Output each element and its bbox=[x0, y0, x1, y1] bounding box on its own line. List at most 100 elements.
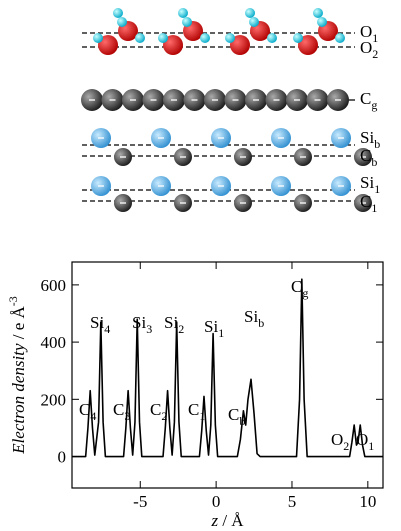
label-sub: b bbox=[374, 137, 380, 151]
label-sub: 2 bbox=[343, 439, 349, 453]
label-main: Si bbox=[360, 173, 374, 192]
label-sub: 2 bbox=[161, 409, 167, 423]
label-sub: 1 bbox=[199, 409, 205, 423]
h-atom bbox=[245, 8, 255, 18]
layer-label: C1 bbox=[360, 192, 377, 215]
x-tick-label: 5 bbox=[288, 492, 297, 511]
h-atom bbox=[200, 33, 210, 43]
y-tick-label: 600 bbox=[41, 276, 67, 295]
layer-label: O2 bbox=[360, 38, 378, 61]
y-label-sup: -3 bbox=[6, 296, 20, 306]
h-atom bbox=[178, 8, 188, 18]
peak-label: C2 bbox=[150, 400, 167, 423]
peak-label: C3 bbox=[113, 400, 130, 423]
label-sub: 1 bbox=[371, 201, 377, 215]
layer-label: Si1 bbox=[360, 173, 380, 196]
label-sub: g bbox=[302, 286, 308, 300]
label-main: C bbox=[188, 400, 199, 419]
peak-label: Si4 bbox=[90, 313, 110, 336]
label-main: O bbox=[360, 38, 372, 57]
layer-label: Sib bbox=[360, 128, 380, 151]
label-sub: 1 bbox=[218, 326, 224, 340]
peak-label: C1 bbox=[188, 400, 205, 423]
label-sub: g bbox=[371, 98, 377, 112]
peak-label: Sib bbox=[244, 307, 264, 330]
y-tick-label: 200 bbox=[41, 390, 67, 409]
peak-label: Si2 bbox=[164, 313, 184, 336]
peak-label: Cb bbox=[228, 405, 245, 428]
label-sub: 2 bbox=[178, 322, 184, 336]
label-main: C bbox=[79, 400, 90, 419]
x-axis-label: z / Å bbox=[210, 511, 244, 530]
layer-label: O1 bbox=[360, 22, 378, 45]
label-sub: 3 bbox=[124, 409, 130, 423]
label-sub: 2 bbox=[372, 47, 378, 61]
y-axis-label: Electron density / e Å-3 bbox=[6, 296, 28, 455]
label-sub: 1 bbox=[374, 182, 380, 196]
label-main: O bbox=[356, 430, 368, 449]
peak-label: O2 bbox=[331, 430, 349, 453]
label-sub: b bbox=[239, 414, 245, 428]
label-main: C bbox=[150, 400, 161, 419]
label-main: C bbox=[360, 192, 371, 211]
o-atom bbox=[298, 35, 318, 55]
o-atom bbox=[98, 35, 118, 55]
h-atom bbox=[225, 33, 235, 43]
peak-label: O1 bbox=[356, 430, 374, 453]
label-main: C bbox=[360, 89, 371, 108]
density-line bbox=[72, 278, 383, 458]
h-atom bbox=[267, 33, 277, 43]
h-atom bbox=[93, 33, 103, 43]
x-label-rest: / Å bbox=[218, 511, 244, 530]
h-atom bbox=[313, 8, 323, 18]
label-sub: b bbox=[258, 316, 264, 330]
h-atom bbox=[249, 17, 259, 27]
h-atom bbox=[182, 17, 192, 27]
label-main: O bbox=[331, 430, 343, 449]
peak-label: Si3 bbox=[132, 313, 152, 336]
y-label-rest: / e Å bbox=[9, 305, 28, 343]
label-main: C bbox=[113, 400, 124, 419]
peak-label: Si1 bbox=[204, 317, 224, 340]
label-sub: 1 bbox=[372, 31, 378, 45]
label-main: Si bbox=[244, 307, 258, 326]
layer-label: Cb bbox=[360, 146, 377, 169]
x-label-italic: z bbox=[210, 511, 218, 530]
label-main: O bbox=[360, 22, 372, 41]
label-sub: b bbox=[371, 155, 377, 169]
h-atom bbox=[135, 33, 145, 43]
x-tick-label: 0 bbox=[212, 492, 221, 511]
label-sub: 1 bbox=[368, 439, 374, 453]
peak-label: C4 bbox=[79, 400, 96, 423]
layer-label: Cg bbox=[360, 89, 377, 112]
label-main: Si bbox=[360, 128, 374, 147]
label-main: Si bbox=[164, 313, 178, 332]
label-main: C bbox=[360, 146, 371, 165]
h-atom bbox=[293, 33, 303, 43]
h-atom bbox=[335, 33, 345, 43]
label-sub: 3 bbox=[146, 322, 152, 336]
label-sub: 4 bbox=[104, 322, 110, 336]
label-sub: 4 bbox=[90, 409, 96, 423]
label-main: C bbox=[228, 405, 239, 424]
y-label-italic: Electron density bbox=[9, 343, 28, 455]
h-atom bbox=[113, 8, 123, 18]
y-tick-label: 0 bbox=[58, 448, 67, 467]
label-main: Si bbox=[132, 313, 146, 332]
h-atom bbox=[317, 17, 327, 27]
label-main: Si bbox=[90, 313, 104, 332]
plot-frame bbox=[71, 261, 384, 489]
peak-label: Cg bbox=[291, 277, 308, 300]
label-main: Si bbox=[204, 317, 218, 336]
h-atom bbox=[117, 17, 127, 27]
o-atom bbox=[230, 35, 250, 55]
o-atom bbox=[163, 35, 183, 55]
h-atom bbox=[158, 33, 168, 43]
x-tick-label: 10 bbox=[359, 492, 376, 511]
label-main: C bbox=[291, 277, 302, 296]
x-tick-label: -5 bbox=[133, 492, 147, 511]
y-tick-label: 400 bbox=[41, 333, 67, 352]
